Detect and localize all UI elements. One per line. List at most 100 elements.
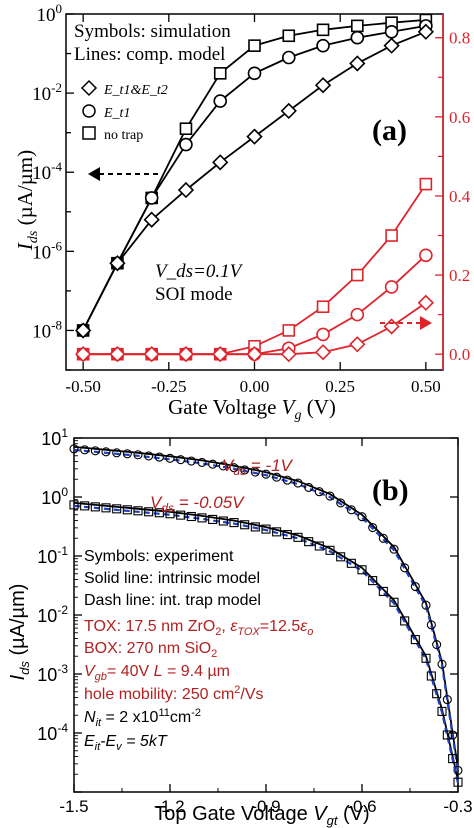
experiment-point: [426, 620, 436, 630]
data-point-circle: [316, 38, 330, 53]
x-tick-label: 0.50: [411, 377, 441, 396]
experiment-point: [101, 447, 111, 457]
experiment-point: [154, 508, 164, 518]
experiment-point: [368, 522, 378, 533]
experiment-point: [282, 475, 292, 485]
y-left-tick-label: 10-2: [32, 80, 62, 105]
data-point-diamond: [417, 23, 434, 40]
experiment-point: [112, 448, 122, 458]
experiment-point: [304, 537, 314, 547]
data-point-circle: [247, 66, 262, 81]
experiment-point: [442, 695, 452, 705]
experiment-point: [261, 524, 271, 534]
experiment-point: [112, 504, 122, 514]
data-point-diamond: [280, 102, 297, 120]
right-axis-arrow: [380, 316, 432, 330]
experiment-point: [293, 478, 303, 488]
experiment-point: [304, 482, 314, 492]
data-point-square: [248, 39, 261, 52]
data-point-circle: [281, 50, 296, 65]
data-point-diamond: [383, 318, 400, 335]
data-point-square: [419, 177, 433, 191]
y-tick-label: 101: [41, 426, 68, 449]
series-line: [83, 254, 427, 356]
data-point-diamond: [314, 77, 332, 94]
data-point-diamond: [349, 55, 366, 72]
experiment-point: [346, 505, 356, 515]
experiment-point: [122, 449, 132, 459]
data-point-diamond: [246, 128, 263, 145]
experiment-point: [400, 563, 410, 573]
data-point-square: [179, 122, 193, 136]
data-point-circle: [350, 30, 365, 45]
experiment-point: [176, 455, 186, 465]
data-point-square: [316, 23, 330, 37]
data-point-square: [282, 29, 296, 43]
data-point-diamond: [177, 346, 195, 363]
experiment-point: [325, 491, 335, 501]
experiment-point: [400, 616, 410, 626]
experiment-point: [240, 465, 250, 475]
y-left-tick-label: 10-8: [32, 317, 62, 342]
data-point-circle: [384, 24, 399, 39]
experiment-point: [442, 730, 452, 740]
experiment-point: [357, 512, 367, 522]
experiment-point: [208, 459, 218, 469]
data-point-circle: [419, 248, 433, 263]
experiment-point: [144, 507, 154, 517]
experiment-point: [272, 472, 282, 482]
intrinsic-model-line: [73, 446, 459, 769]
x-tick-label: 0.25: [325, 377, 355, 396]
annotation-dash-line: Dash line: int. trap model: [84, 592, 261, 609]
experiment-point: [133, 450, 143, 460]
legend-circle-marker: [82, 104, 96, 118]
panel-a-series: [75, 13, 434, 363]
panel-b-series: [69, 444, 463, 787]
experiment-point: [186, 456, 196, 466]
y-right-tick-label: 0.0: [449, 345, 470, 364]
y-right-tick-label: 0.2: [449, 266, 470, 285]
series-line: [83, 183, 427, 356]
data-point-circle: [179, 137, 193, 152]
data-point-diamond: [417, 294, 434, 311]
series-line: [82, 19, 426, 331]
legend-square-marker: [82, 126, 96, 140]
y-tick-label: 10-3: [37, 662, 68, 685]
annotation-hole-mobility: hole mobility: 250 cm2/Vs: [84, 684, 264, 703]
annotation-nit: Nit = 2 x1011cm-2: [84, 707, 201, 729]
data-point-square: [351, 19, 364, 33]
x-tick-label: -0.25: [151, 377, 186, 396]
experiment-point: [421, 600, 431, 610]
experiment-point: [69, 444, 79, 454]
data-point-diamond: [280, 346, 297, 363]
data-point-circle: [384, 280, 399, 294]
experiment-point: [421, 653, 431, 663]
intrinsic-model-line: [73, 502, 459, 781]
panel-b-ylabel: Ids (µA/µm): [7, 584, 32, 681]
experiment-point: [272, 527, 282, 537]
experiment-point: [90, 446, 100, 456]
data-point-diamond: [212, 346, 229, 363]
experiment-point: [336, 498, 346, 508]
experiment-point: [208, 514, 218, 525]
experiment-point: [378, 586, 388, 596]
panel-b: -1.5 -1.2 -0.9 -0.6 -0.3 10-4 10-3 10-2 10-1 100 1…: [7, 426, 473, 828]
data-point-square: [282, 324, 296, 337]
experiment-point: [250, 522, 260, 532]
annotation-box: BOX: 270 nm SiO2: [84, 640, 217, 660]
panel-a-legend: E_t1&E_t2 E_t1 no trap: [80, 79, 168, 143]
experiment-point: [229, 518, 239, 528]
annotation-vds-minus-1: Vds = -1V: [222, 456, 294, 478]
annotation-symbols-experiment: Symbols: experiment: [84, 548, 234, 565]
panel-a-annotation-lines: Lines: comp. model: [74, 44, 225, 65]
experiment-point: [80, 501, 90, 511]
experiment-point: [336, 552, 346, 562]
experiment-point: [197, 457, 207, 467]
data-point-square: [316, 300, 330, 314]
experiment-point: [186, 511, 196, 522]
experiment-point: [346, 558, 356, 568]
data-point-diamond: [143, 211, 160, 228]
data-point-diamond: [143, 346, 160, 363]
experiment-point: [325, 545, 335, 555]
